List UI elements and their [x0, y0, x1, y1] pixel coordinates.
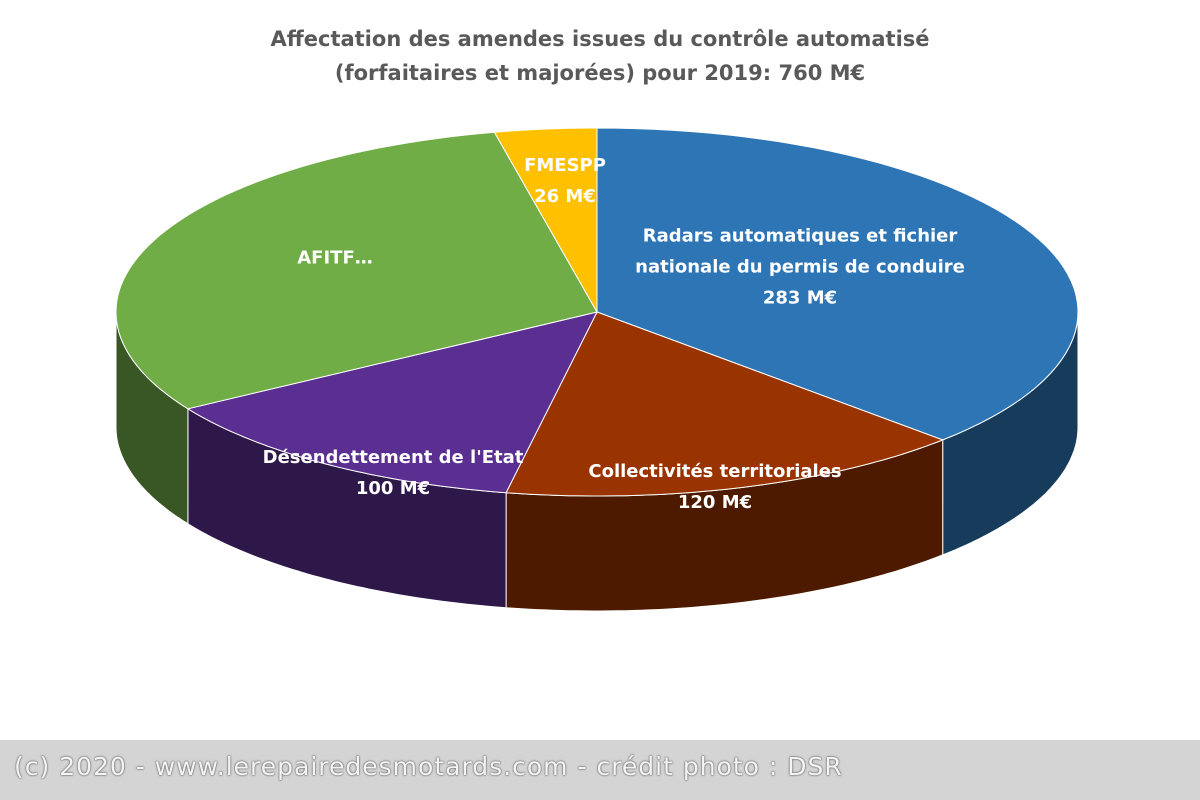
slice	[493, 127, 598, 314]
value-label: 120 M€	[677, 492, 753, 513]
slice	[186, 311, 598, 494]
value-label: 26 M€	[534, 186, 596, 207]
slice-label: Radars automatiques et fichier nationale…	[630, 221, 970, 314]
slice	[505, 311, 944, 497]
chart	[115, 127, 1079, 612]
value-label: 100 M€	[355, 478, 431, 499]
slice-label: FMESPP 26 M€	[524, 150, 606, 212]
value-label: 283 M€	[762, 287, 838, 309]
slice	[115, 131, 598, 410]
chart-title: Affectation des amendes issues du contrô…	[270, 27, 930, 85]
slice-label: Collectivités territoriales 120 M€	[588, 456, 841, 518]
category-label: Désendettement de l'Etat	[262, 447, 524, 468]
category-label: FMESPP	[524, 155, 606, 176]
category-label: Collectivités territoriales	[588, 461, 842, 482]
footer-text: (c) 2020 - www.lerepairedesmotards.com -…	[14, 752, 843, 781]
slice-label: AFITF…	[297, 243, 373, 274]
slice	[596, 127, 1079, 441]
footer-band: (c) 2020 - www.lerepairedesmotards.com -…	[0, 740, 1200, 800]
slice-label: Désendettement de l'Etat 100 M€	[263, 442, 524, 504]
category-label: AFITF…	[297, 247, 373, 269]
category-label: Radars automatiques et fichier nationale…	[635, 225, 965, 278]
